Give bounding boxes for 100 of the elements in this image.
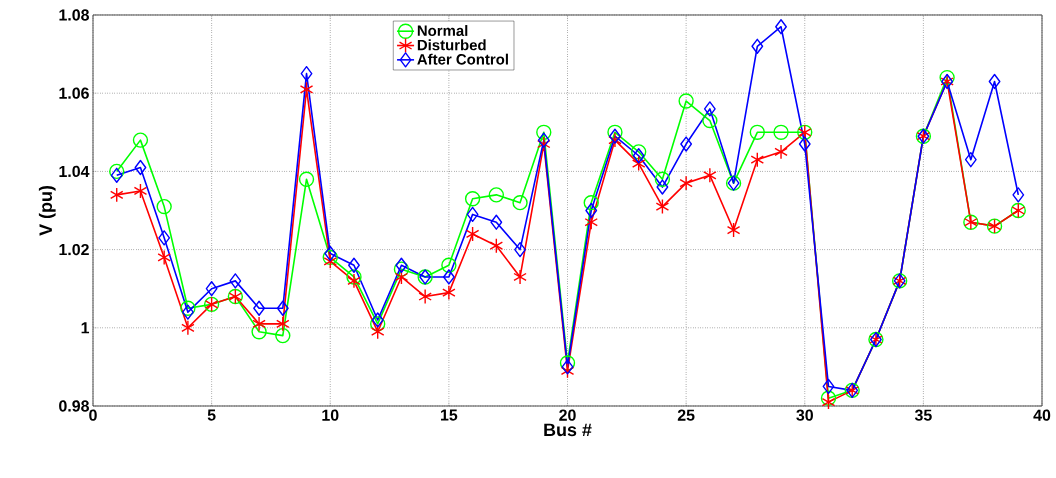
point <box>181 304 194 320</box>
point <box>512 195 528 211</box>
x-tick-label: 10 <box>322 409 339 421</box>
point <box>608 132 622 148</box>
point <box>158 230 171 246</box>
point <box>964 152 977 168</box>
legend-label: After Control <box>417 53 508 65</box>
point <box>464 191 481 207</box>
point <box>561 359 574 375</box>
point <box>181 320 195 336</box>
point <box>1012 187 1025 203</box>
point <box>513 269 527 285</box>
point <box>348 257 360 273</box>
point <box>583 195 599 211</box>
point <box>489 238 504 254</box>
point <box>132 132 149 148</box>
point <box>134 159 147 176</box>
point <box>253 300 266 316</box>
point <box>726 222 741 238</box>
x-tick-label: 35 <box>914 409 932 421</box>
point <box>537 136 551 152</box>
point <box>109 187 124 203</box>
x-tick-label: 15 <box>441 409 458 421</box>
point <box>418 288 432 305</box>
y-tick-label: 0.98 <box>59 400 89 412</box>
y-tick-label: 1.02 <box>59 243 89 256</box>
x-tick-label: 25 <box>677 409 695 421</box>
x-tick-label: 5 <box>207 409 216 421</box>
point <box>609 128 621 144</box>
y-tick-label: 1 <box>81 322 90 334</box>
point <box>275 327 291 344</box>
point <box>251 324 267 340</box>
point <box>654 171 671 187</box>
point <box>252 316 266 332</box>
point <box>679 175 693 191</box>
point <box>441 257 457 273</box>
point <box>371 312 384 328</box>
point <box>632 148 645 164</box>
point <box>324 245 337 262</box>
point <box>465 226 480 242</box>
point <box>393 261 410 277</box>
point <box>773 124 789 140</box>
point <box>655 198 670 215</box>
point <box>988 73 1001 90</box>
point <box>631 155 646 172</box>
point <box>156 198 172 215</box>
point <box>442 269 455 285</box>
point <box>751 38 764 54</box>
point <box>798 136 811 152</box>
point <box>276 316 290 332</box>
point <box>180 300 196 316</box>
point <box>822 378 835 395</box>
legend-label: Normal <box>417 25 468 37</box>
point <box>323 253 337 269</box>
point <box>110 167 123 183</box>
y-axis-title: V (pu) <box>38 186 56 236</box>
point <box>395 257 408 273</box>
point <box>488 187 504 203</box>
point <box>133 183 148 199</box>
point <box>157 249 171 266</box>
point <box>939 69 955 86</box>
x-tick-label: 0 <box>89 409 97 421</box>
point <box>774 144 788 160</box>
point <box>536 124 552 140</box>
point <box>298 171 315 187</box>
point <box>584 214 598 230</box>
point <box>702 112 718 129</box>
point <box>346 269 362 285</box>
point <box>656 179 669 195</box>
x-tick-label: 20 <box>559 409 576 421</box>
point <box>466 206 479 223</box>
x-tick-label: 30 <box>796 409 813 421</box>
point <box>680 136 693 152</box>
y-tick-label: 1.08 <box>59 9 89 21</box>
point <box>347 273 361 289</box>
point <box>703 167 717 183</box>
point <box>514 241 526 258</box>
y-tick-label: 1.04 <box>59 165 90 178</box>
x-tick-label: 40 <box>1033 409 1051 421</box>
point <box>442 284 456 301</box>
point <box>560 363 575 379</box>
point <box>631 144 647 160</box>
point <box>322 249 338 266</box>
point <box>370 324 385 340</box>
point <box>205 281 218 297</box>
point <box>276 300 289 316</box>
point <box>703 101 716 117</box>
x-axis-title: Bus # <box>544 423 592 437</box>
point <box>750 152 765 168</box>
point <box>299 81 314 97</box>
point <box>820 390 837 406</box>
point <box>394 269 409 285</box>
point <box>300 65 313 82</box>
point <box>537 132 550 148</box>
point <box>821 394 836 410</box>
point <box>109 163 125 180</box>
y-tick-label: 1.06 <box>59 87 89 99</box>
point <box>585 202 598 219</box>
legend-label: Disturbed <box>417 39 486 51</box>
point <box>490 214 503 230</box>
